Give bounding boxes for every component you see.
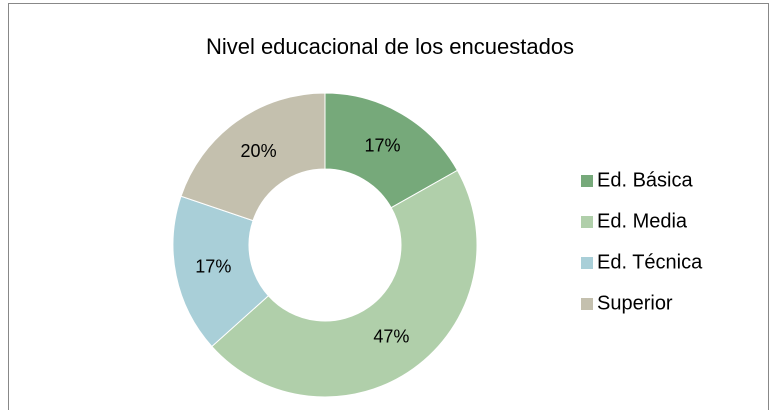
legend-label: Superior bbox=[597, 292, 673, 314]
legend-label: Ed. Básica bbox=[597, 169, 693, 191]
donut-slice bbox=[211, 169, 478, 398]
legend-swatch bbox=[581, 257, 593, 269]
data-label: 47% bbox=[373, 326, 409, 346]
data-label: 17% bbox=[195, 257, 231, 277]
legend-label: Ed. Media bbox=[597, 210, 688, 232]
data-label: 20% bbox=[241, 141, 277, 161]
donut-slice bbox=[180, 92, 326, 222]
chart-title: Nivel educacional de los encuestados bbox=[206, 34, 574, 59]
legend-swatch bbox=[581, 298, 593, 310]
legend-label: Ed. Técnica bbox=[597, 251, 703, 273]
legend-swatch bbox=[581, 216, 593, 228]
legend-swatch bbox=[581, 175, 593, 187]
data-label: 17% bbox=[364, 135, 400, 155]
